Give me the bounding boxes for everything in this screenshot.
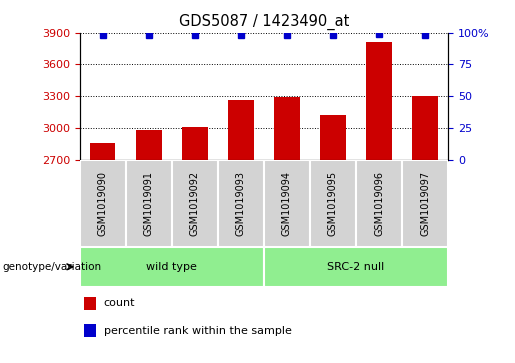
Bar: [320, 115, 346, 160]
Text: GSM1019096: GSM1019096: [374, 171, 384, 236]
Bar: [264, 247, 448, 287]
Text: GSM1019090: GSM1019090: [98, 171, 108, 236]
Bar: [182, 127, 208, 160]
Bar: [80, 160, 126, 247]
Bar: [402, 160, 448, 247]
Bar: [136, 130, 162, 160]
Bar: [83, 297, 96, 310]
Bar: [83, 324, 96, 337]
Text: count: count: [104, 298, 135, 309]
Bar: [274, 97, 300, 160]
Text: GSM1019094: GSM1019094: [282, 171, 292, 236]
Bar: [310, 160, 356, 247]
Bar: [264, 160, 310, 247]
Bar: [228, 100, 253, 160]
Bar: [172, 160, 218, 247]
Bar: [90, 143, 115, 160]
Text: GSM1019091: GSM1019091: [144, 171, 154, 236]
Bar: [413, 96, 438, 160]
Bar: [356, 160, 402, 247]
Text: percentile rank within the sample: percentile rank within the sample: [104, 326, 291, 335]
Bar: [80, 247, 264, 287]
Text: GSM1019092: GSM1019092: [190, 171, 200, 236]
Text: GSM1019097: GSM1019097: [420, 171, 430, 236]
Text: wild type: wild type: [146, 262, 197, 272]
Bar: [218, 160, 264, 247]
Bar: [366, 42, 392, 160]
Text: genotype/variation: genotype/variation: [3, 262, 101, 272]
Text: GSM1019093: GSM1019093: [236, 171, 246, 236]
Text: GSM1019095: GSM1019095: [328, 171, 338, 236]
Title: GDS5087 / 1423490_at: GDS5087 / 1423490_at: [179, 14, 349, 30]
Text: SRC-2 null: SRC-2 null: [328, 262, 385, 272]
Bar: [126, 160, 172, 247]
